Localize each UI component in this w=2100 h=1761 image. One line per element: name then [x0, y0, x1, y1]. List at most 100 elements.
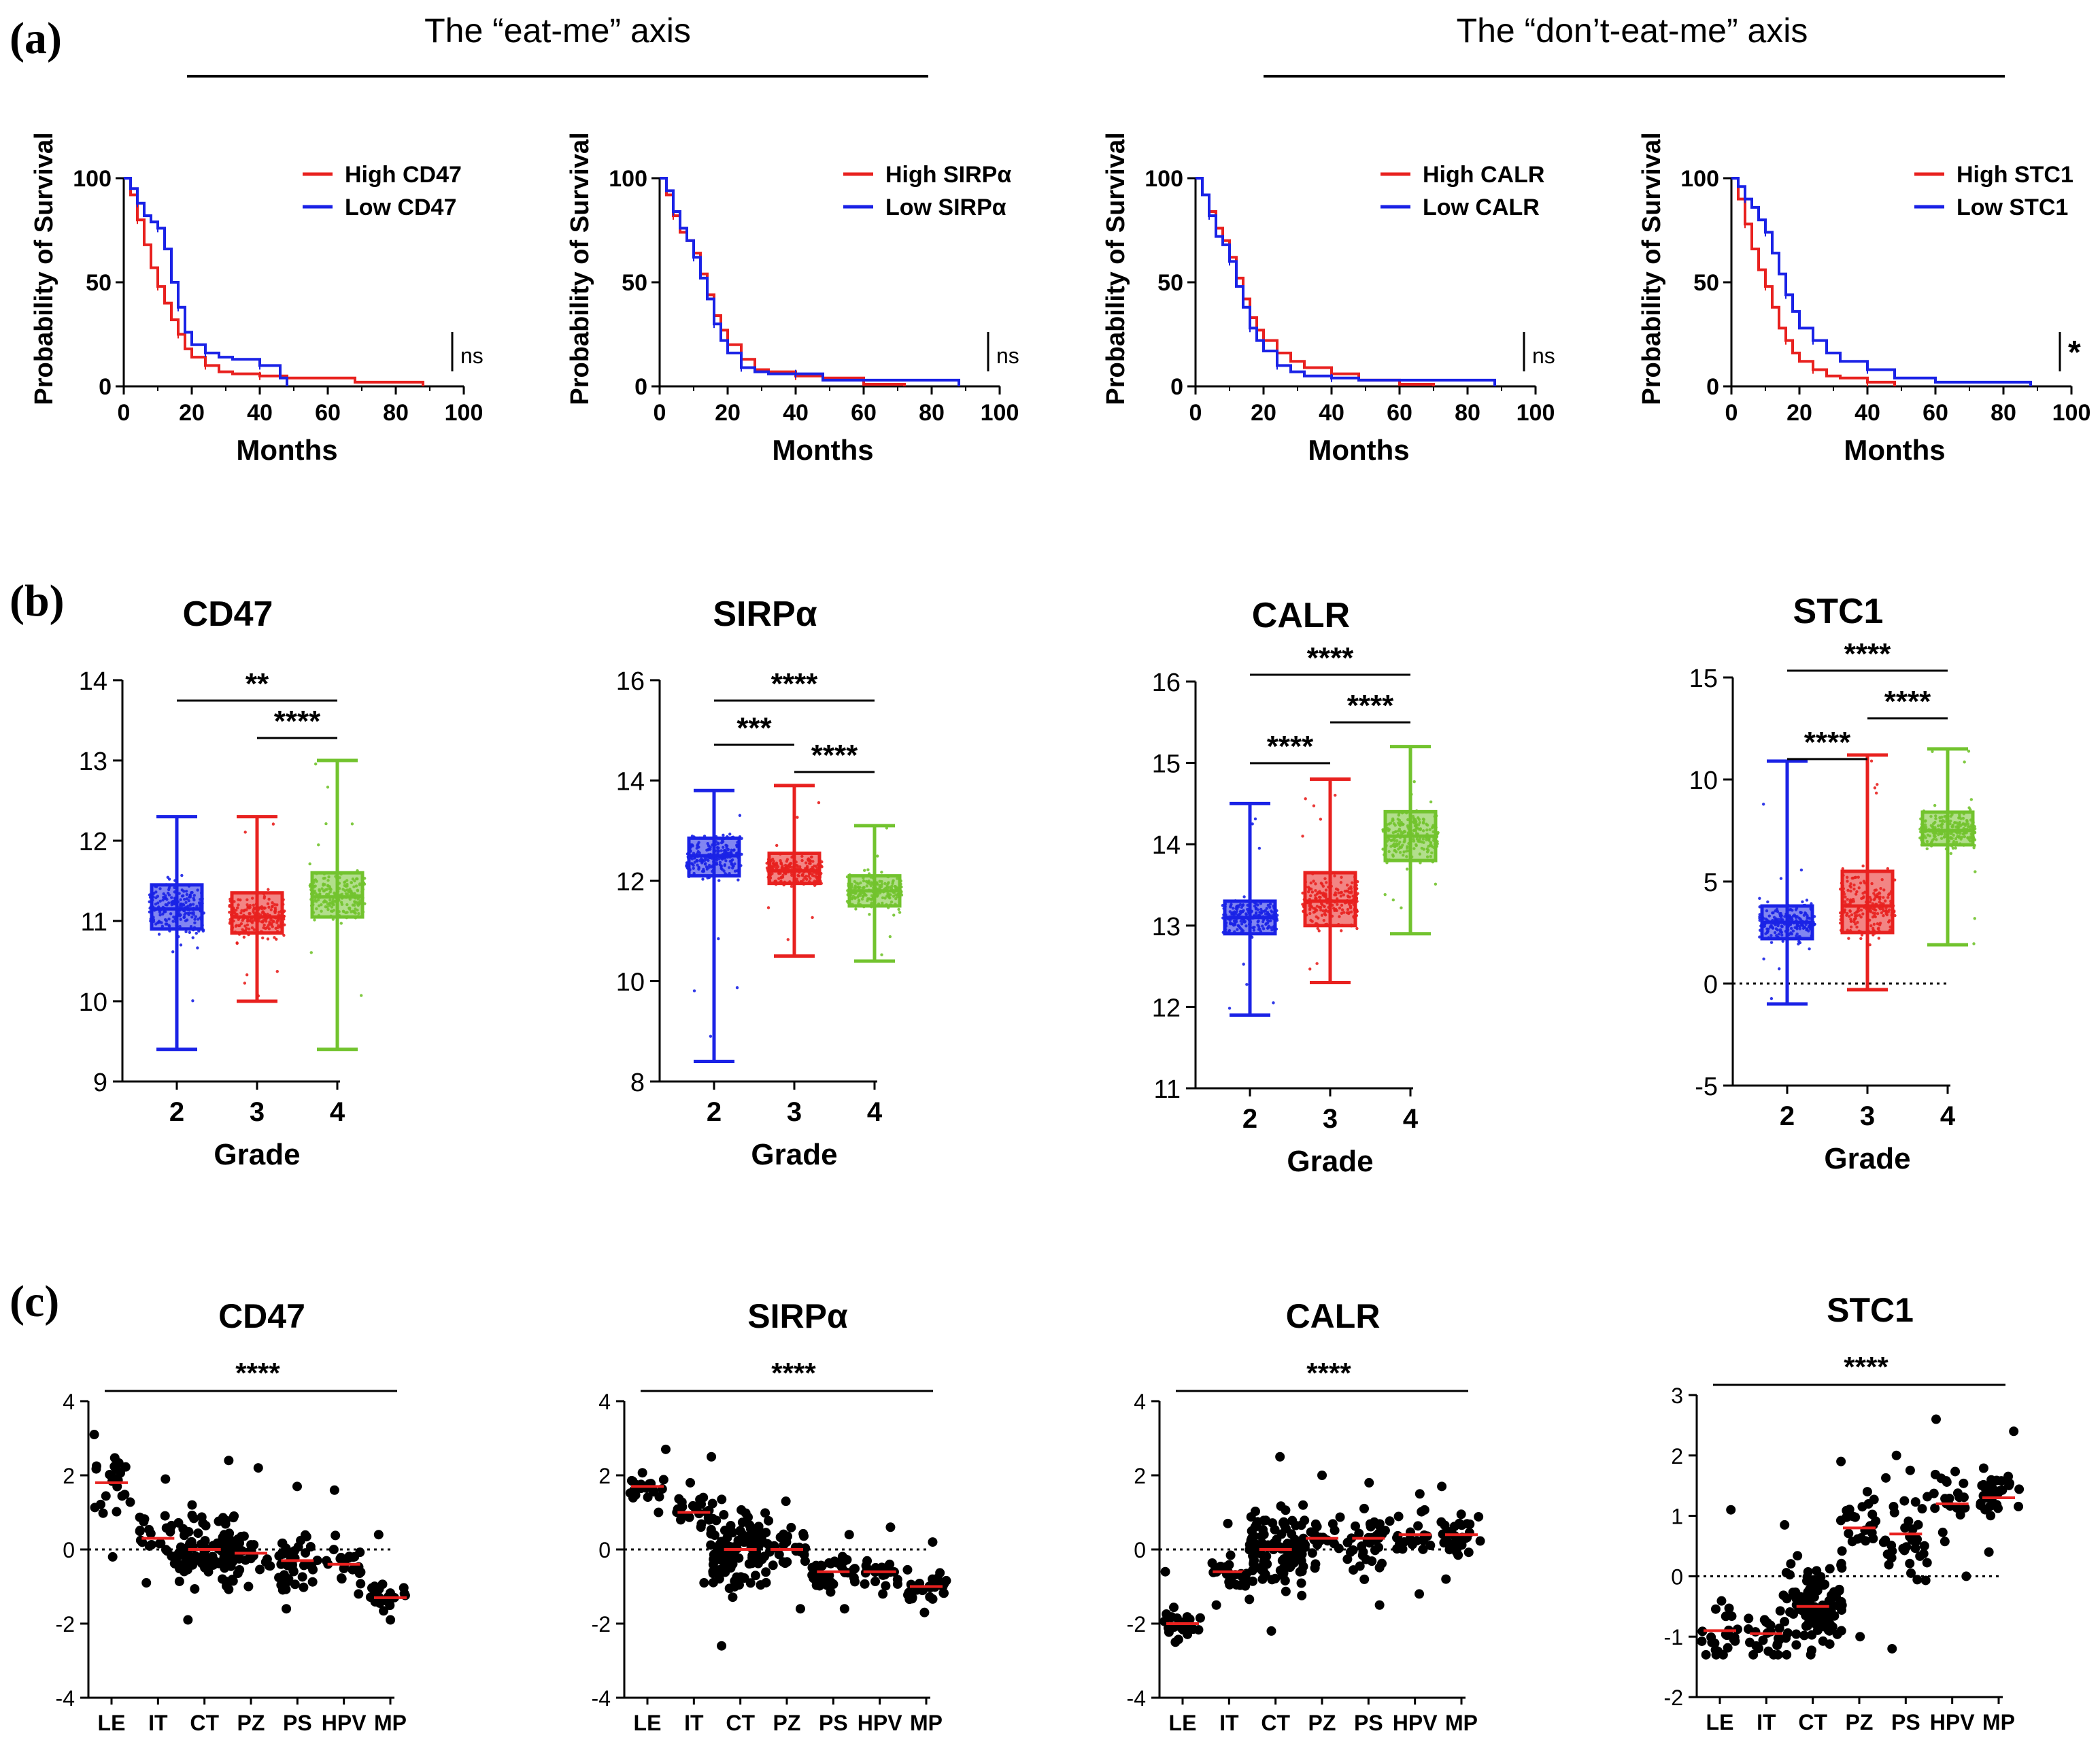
data-point — [886, 892, 890, 896]
data-point — [242, 935, 246, 939]
data-point — [1441, 1574, 1451, 1584]
data-point — [1912, 1575, 1923, 1585]
data-point — [1786, 928, 1790, 932]
data-point — [740, 852, 743, 856]
y-tick-label: 11 — [81, 908, 107, 937]
data-point — [1825, 1564, 1835, 1574]
data-point — [1861, 864, 1865, 868]
data-point — [322, 872, 326, 876]
data-point — [164, 903, 167, 907]
data-point — [1972, 846, 1976, 850]
data-point — [267, 905, 271, 909]
data-point — [170, 901, 173, 905]
data-point — [1844, 1505, 1855, 1515]
data-point — [1771, 926, 1775, 930]
data-point — [883, 882, 887, 886]
x-tick-label: MP — [374, 1711, 407, 1735]
data-point — [869, 875, 873, 879]
data-point — [228, 1513, 239, 1523]
data-point — [1716, 1596, 1727, 1606]
data-point — [1334, 891, 1338, 894]
x-tick-label: 3 — [1323, 1104, 1338, 1134]
data-point — [1882, 888, 1886, 892]
data-point — [793, 863, 797, 867]
significance-label: **** — [1347, 689, 1394, 722]
data-point — [1884, 899, 1887, 903]
data-point — [717, 1641, 727, 1651]
data-point — [718, 860, 722, 864]
data-point — [167, 901, 171, 905]
data-point — [810, 855, 813, 858]
data-point — [709, 1035, 713, 1038]
data-point — [1386, 858, 1389, 862]
data-point — [735, 845, 739, 849]
data-point — [728, 1592, 738, 1603]
data-point — [352, 885, 356, 889]
y-tick-label: 14 — [1152, 831, 1181, 860]
data-point — [1856, 920, 1859, 924]
data-point — [719, 1564, 730, 1575]
data-point — [1876, 783, 1879, 786]
data-point — [1422, 841, 1425, 844]
data-point — [1475, 1536, 1485, 1546]
data-point — [313, 918, 316, 922]
data-point — [717, 937, 720, 941]
data-point — [165, 898, 169, 901]
data-point — [1331, 903, 1334, 907]
data-point — [1761, 803, 1765, 806]
data-point — [1339, 881, 1343, 884]
data-point — [309, 885, 312, 888]
data-point — [1744, 1637, 1755, 1647]
data-point — [1409, 825, 1412, 829]
data-point — [700, 869, 705, 873]
data-point — [164, 894, 167, 898]
data-point — [1248, 925, 1252, 928]
data-point — [1798, 917, 1802, 921]
data-point — [1319, 882, 1323, 885]
data-point — [1801, 1621, 1811, 1631]
data-point — [1762, 924, 1765, 928]
data-point — [689, 849, 692, 852]
data-point — [1960, 835, 1964, 839]
data-point — [1393, 824, 1397, 827]
data-point — [1374, 1562, 1385, 1573]
data-point — [148, 896, 152, 899]
data-point — [247, 927, 251, 931]
data-point — [156, 1538, 166, 1548]
data-point — [173, 886, 176, 890]
data-point — [1947, 839, 1951, 843]
data-point — [1729, 1632, 1740, 1643]
data-point — [175, 920, 178, 923]
data-point — [1769, 996, 1774, 1001]
data-point — [1340, 890, 1344, 894]
y-tick-label: 13 — [1152, 913, 1181, 941]
data-point — [1803, 926, 1807, 929]
data-point — [1973, 843, 1976, 848]
data-point — [1357, 1550, 1368, 1560]
data-point — [1374, 1519, 1385, 1529]
data-point — [167, 888, 171, 892]
legend-label: High STC1 — [1957, 162, 2073, 188]
data-point — [1910, 1497, 1920, 1507]
data-point — [1236, 924, 1240, 927]
data-point — [156, 894, 160, 898]
data-point — [770, 1543, 780, 1553]
data-point — [290, 1579, 300, 1590]
data-point — [1891, 1450, 1901, 1460]
data-point — [858, 894, 862, 897]
data-point — [109, 1453, 120, 1463]
data-point — [847, 892, 850, 895]
data-point — [730, 848, 733, 852]
data-point — [778, 871, 781, 875]
data-point — [1966, 822, 1970, 826]
data-point — [626, 1475, 637, 1486]
data-point — [179, 898, 182, 901]
data-point — [1314, 923, 1317, 926]
data-point — [738, 814, 742, 818]
data-point — [1242, 918, 1246, 922]
data-point — [120, 1462, 131, 1472]
data-point — [1251, 1520, 1261, 1530]
data-point — [1869, 909, 1872, 913]
